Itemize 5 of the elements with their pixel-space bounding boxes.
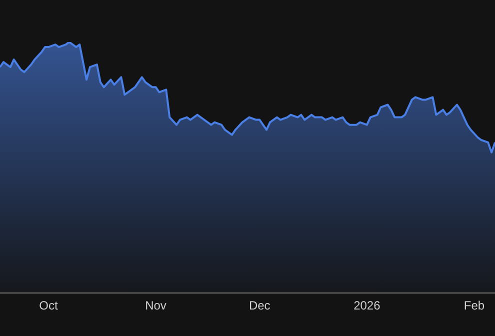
x-tick-label: Feb (464, 298, 485, 313)
x-tick-label: Oct (39, 298, 58, 313)
x-tick-label: 2026 (354, 298, 381, 313)
x-tick-label: Dec (248, 298, 270, 313)
x-tick-label: Nov (145, 298, 166, 313)
